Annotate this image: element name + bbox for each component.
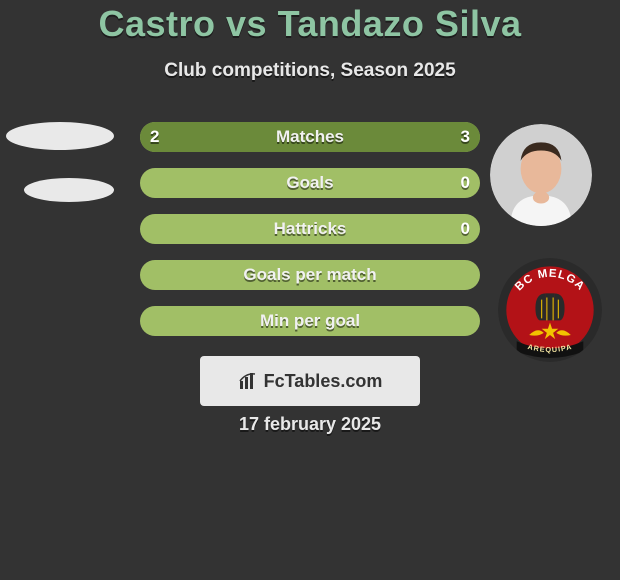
left-avatar-placeholder-2 xyxy=(24,178,114,202)
stat-label: Goals per match xyxy=(140,265,480,285)
subtitle: Club competitions, Season 2025 xyxy=(0,60,620,82)
badge-svg: BC MELGAAREQUIPA xyxy=(498,258,602,362)
stat-rows: Matches23Goals0Hattricks0Goals per match… xyxy=(140,122,480,352)
left-avatar-placeholder-1 xyxy=(6,122,114,150)
stat-row: Goals per match xyxy=(140,260,480,290)
stat-row: Hattricks0 xyxy=(140,214,480,244)
stat-label: Hattricks xyxy=(140,219,480,239)
stat-value-right: 0 xyxy=(461,219,470,239)
date-text: 17 february 2025 xyxy=(0,414,620,435)
stat-value-left: 2 xyxy=(150,127,159,147)
stat-row: Min per goal xyxy=(140,306,480,336)
page-title: Castro vs Tandazo Silva xyxy=(0,4,620,44)
stat-label: Goals xyxy=(140,173,480,193)
title-right: Tandazo Silva xyxy=(278,3,522,44)
watermark: FcTables.com xyxy=(200,356,420,406)
watermark-text: FcTables.com xyxy=(264,371,383,392)
stat-value-right: 3 xyxy=(461,127,470,147)
stat-label: Matches xyxy=(140,127,480,147)
avatar-svg xyxy=(490,124,592,226)
watermark-icon xyxy=(238,371,258,391)
stage: Castro vs Tandazo Silva Club competition… xyxy=(0,0,620,580)
right-player-avatar xyxy=(490,124,592,226)
right-club-badge: BC MELGAAREQUIPA xyxy=(498,258,602,362)
stat-row: Matches2 3 xyxy=(140,122,480,152)
title-left: Castro xyxy=(98,3,215,44)
stat-value-right: 0 xyxy=(461,173,470,193)
title-vs: vs xyxy=(226,3,267,44)
stat-label: Min per goal xyxy=(140,311,480,331)
stat-row: Goals0 xyxy=(140,168,480,198)
